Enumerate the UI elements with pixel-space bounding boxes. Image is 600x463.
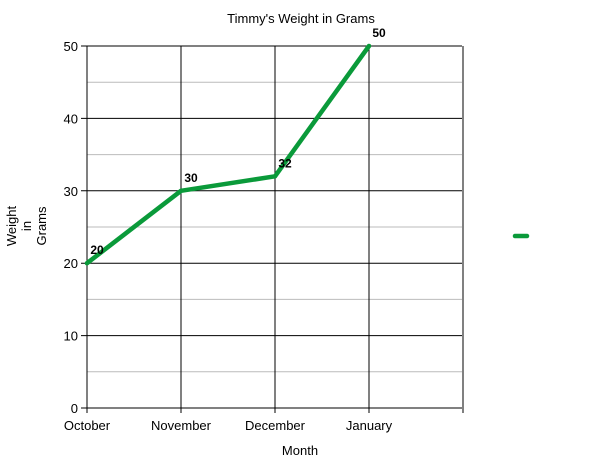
series-group [84, 43, 372, 266]
x-tick-label: December [245, 418, 306, 433]
data-label: 50 [372, 26, 386, 40]
y-tick-label: 10 [64, 329, 78, 344]
data-point [85, 261, 89, 266]
x-axis-ticks: October November December January [64, 418, 393, 433]
x-tick-label: October [64, 418, 111, 433]
series-line [84, 43, 372, 266]
y-axis-title-line: in [19, 221, 34, 231]
y-tick-label: 20 [64, 256, 78, 271]
x-tick-label: November [151, 418, 212, 433]
x-tick-label: January [346, 418, 393, 433]
y-axis-ticks: 0 10 20 30 40 50 [64, 39, 78, 416]
y-axis-title: Weight in Grams [4, 206, 49, 247]
data-point [179, 188, 183, 193]
gridlines [81, 45, 464, 413]
data-point [367, 44, 371, 48]
y-tick-label: 0 [71, 401, 78, 416]
y-tick-label: 40 [64, 111, 78, 126]
y-tick-label: 30 [64, 184, 78, 199]
x-axis-title: Month [282, 443, 318, 458]
y-axis-title-line: Weight [4, 206, 19, 247]
data-point [273, 174, 277, 179]
y-axis-title-line: Grams [34, 206, 49, 246]
data-label: 32 [278, 156, 292, 170]
data-label: 30 [184, 171, 198, 185]
data-labels: 20 30 32 50 [90, 26, 386, 257]
chart-title: Timmy's Weight in Grams [227, 11, 375, 26]
data-label: 20 [90, 243, 104, 257]
y-tick-label: 50 [64, 39, 78, 54]
